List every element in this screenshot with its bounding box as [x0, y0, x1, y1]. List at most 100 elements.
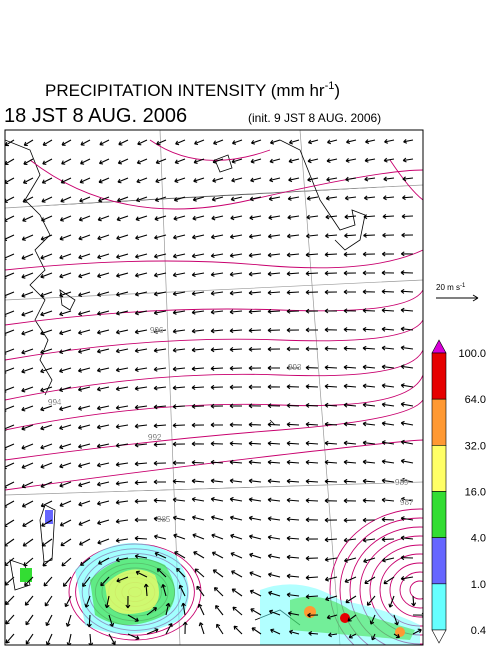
wind-arrow [269, 158, 281, 164]
wind-arrow [192, 533, 205, 540]
wind-arrow [210, 478, 224, 484]
wind-arrow [381, 326, 395, 332]
isobar-label: 989 [395, 478, 409, 487]
wind-arrow [115, 386, 129, 392]
wind-arrow [165, 622, 173, 635]
isobar-label: 994 [48, 398, 62, 407]
wind-arrow [40, 310, 53, 317]
wind-arrow [305, 575, 319, 581]
wind-arrow [229, 403, 243, 409]
wind-arrow [249, 589, 262, 597]
wind-arrow [345, 158, 357, 163]
wind-arrow [115, 518, 129, 524]
wind-arrow [173, 234, 186, 240]
wind-arrow [197, 603, 205, 616]
wind-arrow [117, 196, 129, 203]
wind-arrow [41, 519, 53, 527]
wind-arrow [268, 609, 281, 616]
wind-arrow [210, 347, 224, 353]
wind-arrow [307, 177, 319, 182]
wind-arrow [305, 459, 319, 465]
wind-arrow [286, 440, 300, 446]
wind-arrow [97, 538, 110, 545]
wind-arrow [79, 196, 91, 203]
wind-arrow [59, 481, 72, 488]
wind-arrow [400, 516, 414, 521]
wind-arrow [400, 555, 414, 561]
wind-arrow [344, 214, 357, 220]
wind-arrow [343, 517, 357, 523]
colorbar-label: 16.0 [465, 487, 486, 499]
wind-arrow [125, 595, 131, 609]
wind-arrow [324, 327, 338, 333]
wind-arrow [98, 196, 110, 203]
wind-arrow [343, 537, 357, 543]
wind-arrow [249, 215, 262, 221]
wind-arrow [371, 633, 376, 641]
wind-arrow [96, 424, 110, 430]
wind-arrow [343, 440, 357, 446]
wind-arrow [21, 481, 34, 489]
wind-arrow [156, 568, 167, 578]
wind-arrow [78, 215, 91, 222]
wind-arrow [248, 515, 262, 521]
wind-arrow [305, 252, 319, 258]
wind-arrow [41, 538, 53, 547]
wind-arrow [178, 584, 186, 597]
wind-arrow [21, 348, 34, 355]
wind-arrow [135, 215, 148, 222]
wind-arrow [41, 177, 53, 184]
isobar-label: 985 [157, 515, 171, 524]
colorbar-cap [431, 339, 447, 354]
wind-arrow [343, 289, 357, 295]
wind-arrow [344, 195, 357, 201]
wind-arrow [325, 233, 338, 239]
wind-arrow [305, 594, 319, 600]
wind-arrow [191, 441, 205, 447]
wind-arrow [248, 459, 262, 465]
wind-arrow [383, 157, 395, 163]
wind-arrow [5, 139, 15, 147]
wind-arrow [229, 515, 243, 521]
wind-arrow [363, 557, 376, 564]
wind-arrow [229, 271, 243, 277]
wind-arrow [155, 158, 167, 165]
wind-arrow [22, 215, 34, 222]
wind-arrow [364, 576, 376, 585]
wind-arrow [172, 422, 186, 428]
wind-arrow [383, 176, 395, 182]
wind-arrow [230, 196, 243, 202]
wind-arrow [212, 158, 224, 164]
wind-arrow [193, 177, 205, 183]
wind-arrow [176, 567, 186, 578]
wind-arrow [362, 326, 376, 332]
wind-arrow [210, 496, 224, 502]
wind-arrow [77, 405, 91, 411]
wind-arrow [286, 478, 300, 484]
wind-arrow [78, 329, 91, 335]
wind-arrow [40, 405, 53, 412]
isobar-ring [409, 580, 423, 600]
wind-arrow [96, 367, 110, 373]
wind-arrow [248, 309, 262, 315]
wind-arrow [213, 587, 224, 597]
wind-arrow [153, 366, 167, 372]
wind-arrow [324, 252, 338, 258]
wind-arrow [172, 366, 186, 372]
wind-arrow [388, 595, 395, 608]
wind-arrow [248, 252, 262, 258]
wind-arrow [286, 497, 300, 503]
wind-arrow [343, 459, 357, 465]
wind-arrow [288, 177, 300, 183]
wind-arrow [211, 196, 224, 202]
wind-arrow [59, 519, 72, 527]
title-exponent: -1 [325, 80, 335, 92]
wind-arrow [232, 606, 243, 616]
wind-arrow [286, 554, 300, 560]
wind-arrow [267, 553, 281, 559]
wind-arrow [229, 290, 243, 296]
wind-arrow [40, 272, 53, 279]
wind-arrow [248, 328, 262, 333]
wind-arrow [362, 289, 376, 295]
wind-arrow [5, 595, 15, 606]
